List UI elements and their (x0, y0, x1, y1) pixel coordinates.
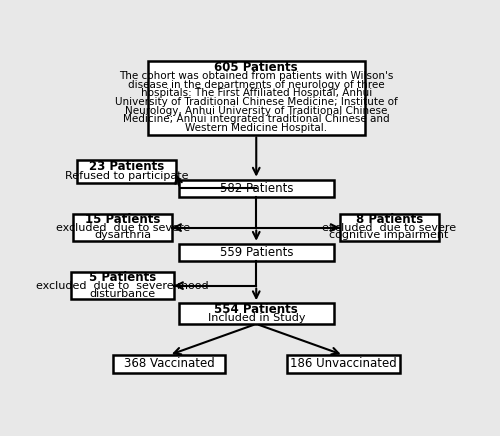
Text: 186 Unvaccinated: 186 Unvaccinated (290, 358, 397, 370)
FancyBboxPatch shape (179, 180, 334, 197)
Text: excluded  due to severe: excluded due to severe (322, 222, 456, 232)
FancyBboxPatch shape (340, 214, 438, 242)
Text: hospitals: The First Affiliated Hospital, Anhui: hospitals: The First Affiliated Hospital… (140, 89, 372, 98)
Text: 582 Patients: 582 Patients (220, 182, 293, 195)
Text: Western Medicine Hospital.: Western Medicine Hospital. (185, 123, 328, 133)
Text: dysarthria: dysarthria (94, 231, 151, 240)
Text: excluded  due to  severe mood: excluded due to severe mood (36, 281, 209, 291)
Text: cognitive impairment: cognitive impairment (330, 231, 449, 240)
FancyBboxPatch shape (179, 244, 334, 261)
Text: Neurology, Anhui University of Traditional Chinese: Neurology, Anhui University of Tradition… (125, 106, 388, 116)
Text: 368 Vaccinated: 368 Vaccinated (124, 358, 214, 370)
FancyBboxPatch shape (73, 214, 172, 242)
FancyBboxPatch shape (148, 61, 365, 135)
Text: excluded  due to severe: excluded due to severe (56, 222, 190, 232)
Text: disease in the departments of neurology of three: disease in the departments of neurology … (128, 80, 384, 90)
Text: Refused to participate: Refused to participate (64, 171, 188, 181)
Text: 8 Patients: 8 Patients (356, 213, 423, 226)
FancyBboxPatch shape (287, 355, 400, 373)
FancyBboxPatch shape (77, 160, 176, 183)
Text: 15 Patients: 15 Patients (85, 213, 160, 226)
Text: 559 Patients: 559 Patients (220, 246, 293, 259)
Text: 554 Patients: 554 Patients (214, 303, 298, 316)
Text: 605 Patients: 605 Patients (214, 61, 298, 74)
Text: University of Traditional Chinese Medicine; Institute of: University of Traditional Chinese Medici… (115, 97, 398, 107)
Text: 23 Patients: 23 Patients (89, 160, 164, 174)
Text: 5 Patients: 5 Patients (89, 271, 156, 284)
Text: Included in Study: Included in Study (208, 313, 305, 323)
Text: Medicine; Anhui integrated traditional Chinese and: Medicine; Anhui integrated traditional C… (123, 114, 390, 124)
Text: disturbance: disturbance (90, 289, 156, 299)
FancyBboxPatch shape (179, 303, 334, 324)
Text: The cohort was obtained from patients with Wilson's: The cohort was obtained from patients wi… (119, 71, 394, 81)
FancyBboxPatch shape (71, 272, 174, 300)
FancyBboxPatch shape (113, 355, 226, 373)
